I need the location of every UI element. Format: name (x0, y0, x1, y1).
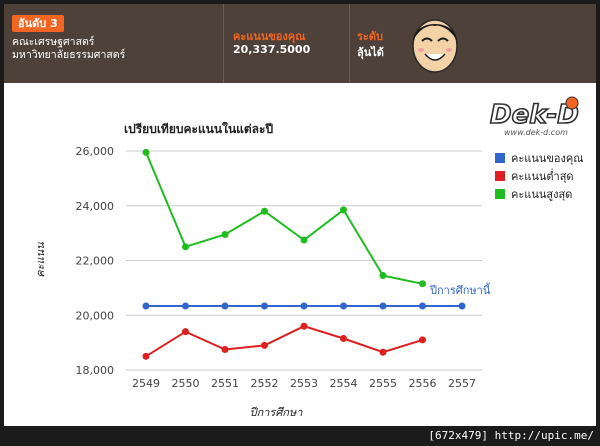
data-point (142, 352, 150, 360)
current-year-annotation: ปีการศึกษานี้ (429, 282, 491, 297)
data-point (419, 302, 426, 310)
data-point (142, 148, 150, 156)
score-value: 20,337.5000 (233, 43, 311, 56)
legend-label: คะแนนสูงสุด (511, 188, 572, 201)
x-tick-label: 2552 (251, 377, 279, 390)
data-point (142, 302, 150, 310)
score-label: คะแนนของคุณ (233, 30, 306, 43)
y-axis-label: คะแนน (34, 242, 47, 278)
logo-text: Dek-D (490, 100, 579, 130)
x-tick-label: 2551 (211, 377, 239, 390)
y-tick-label: 24,000 (76, 200, 115, 213)
x-axis-ticks: 2549 2550 2551 2552 2553 2554 2555 2556 2557 (132, 377, 476, 390)
header-divider (349, 4, 350, 83)
level-value: ลุ้นได้ (357, 46, 384, 59)
data-point (300, 322, 308, 330)
data-point (221, 345, 229, 353)
data-point (340, 302, 347, 310)
level-label: ระดับ (357, 30, 383, 43)
data-point (379, 348, 387, 356)
series-line (145, 152, 423, 285)
chart-panel: Dek-D www.dek-d.com เปรียบเทียบคะแนนในแต… (4, 83, 596, 426)
data-point (221, 230, 229, 238)
logo-url: www.dek-d.com (504, 128, 568, 137)
x-tick-label: 2555 (369, 377, 397, 390)
data-point (379, 302, 387, 310)
smiling-face-icon (412, 19, 458, 73)
data-point (300, 302, 308, 310)
data-point (458, 302, 466, 310)
y-tick-label: 22,000 (76, 255, 115, 268)
x-tick-label: 2553 (290, 377, 318, 390)
data-point (182, 243, 189, 251)
y-tick-label: 26,000 (76, 145, 115, 158)
chart-title: เปรียบเทียบคะแนนในแต่ละปี (124, 121, 273, 136)
header-bar: อันดับ 3 คณะเศรษฐศาสตร์ มหาวิทยาลัยธรรมศ… (4, 4, 596, 83)
data-point (379, 272, 387, 280)
data-point (261, 302, 268, 310)
y-axis-ticks: 18,000 20,000 22,000 24,000 26,000 (76, 145, 115, 377)
dek-d-logo: Dek-D www.dek-d.com (489, 96, 580, 137)
data-point (182, 302, 189, 310)
series-group (142, 148, 466, 360)
line-chart: Dek-D www.dek-d.com เปรียบเทียบคะแนนในแต… (34, 96, 583, 419)
upic-watermark: [672x479] http://upic.me/ (428, 429, 594, 442)
data-point (300, 236, 308, 244)
x-tick-label: 2556 (409, 377, 437, 390)
legend-label: คะแนนของคุณ (511, 152, 583, 165)
data-point (261, 207, 268, 215)
legend-swatch (495, 171, 505, 181)
x-tick-label: 2550 (172, 377, 200, 390)
data-point (221, 302, 229, 310)
data-point (340, 206, 347, 214)
faculty-line-1: คณะเศรษฐศาสตร์ (12, 36, 95, 48)
logo-dot-icon (565, 96, 579, 110)
data-point (340, 335, 347, 343)
legend-swatch (495, 153, 505, 163)
x-tick-label: 2557 (448, 377, 476, 390)
header-divider (223, 4, 224, 83)
legend-label: คะแนนต่ำสุด (511, 168, 574, 183)
data-point (419, 280, 426, 288)
gridlines (126, 150, 482, 371)
x-axis-label: ปีการศึกษา (250, 406, 304, 419)
y-tick-label: 20,000 (76, 309, 115, 322)
data-point (261, 341, 268, 349)
x-tick-label: 2554 (330, 377, 358, 390)
footer-bar: [672x479] http://upic.me/ (0, 426, 600, 446)
data-point (182, 328, 189, 336)
y-tick-label: 18,000 (76, 364, 115, 377)
rank-badge: อันดับ 3 (12, 15, 64, 32)
series-line (145, 325, 423, 358)
x-tick-label: 2549 (132, 377, 160, 390)
faculty-line-2: มหาวิทยาลัยธรรมศาสตร์ (12, 49, 126, 61)
data-point (419, 336, 426, 344)
faculty-name: คณะเศรษฐศาสตร์ มหาวิทยาลัยธรรมศาสตร์ (12, 36, 125, 62)
legend-swatch (495, 189, 505, 199)
